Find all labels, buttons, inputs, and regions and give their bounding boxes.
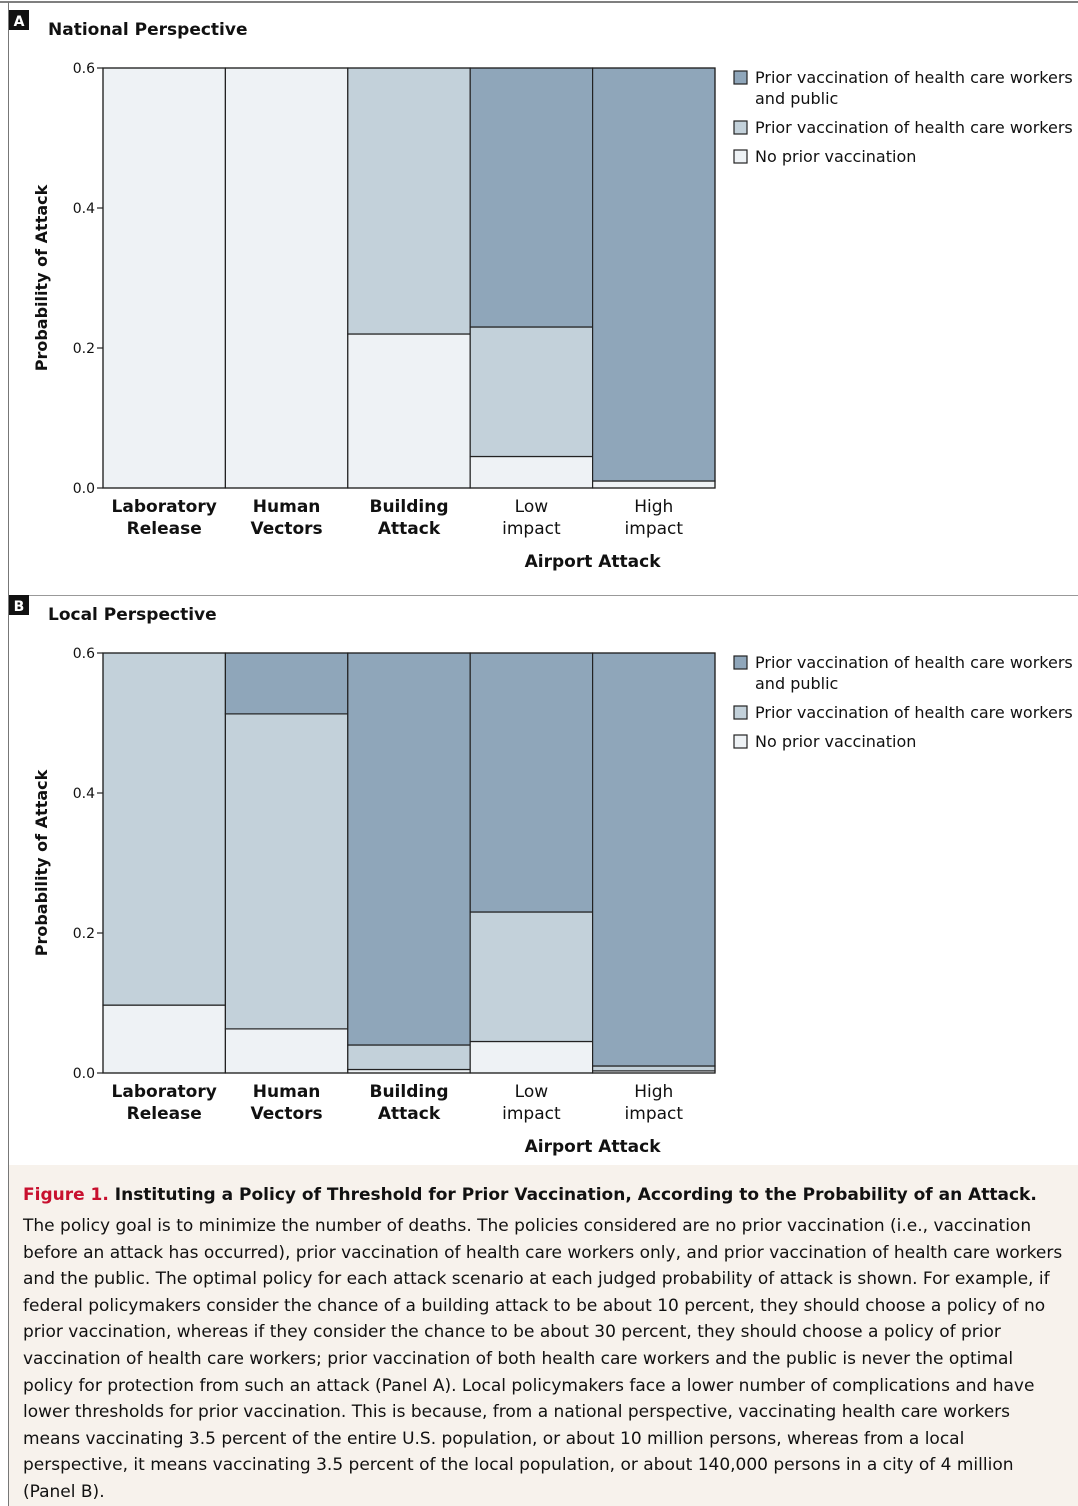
panel-letter: A [14,14,25,30]
x-tick-label: impact [502,1104,561,1124]
y-tick-label: 0.2 [73,926,95,942]
bar-segment [591,67,716,482]
x-group-label: Airport Attack [525,552,662,572]
legend-label: and public [755,89,838,108]
x-tick-label: impact [625,1104,684,1124]
bar-segment [469,326,594,458]
legend-label: Prior vaccination of health care workers [755,118,1073,137]
caption-label: Figure 1. [23,1185,109,1205]
x-tick-label: Low [515,1082,549,1102]
caption-title-text: Instituting a Policy of Threshold for Pr… [108,1185,1037,1205]
bar-segment [469,67,594,328]
bar-segment [591,1065,716,1072]
y-axis-label: Probability of Attack [32,184,51,371]
x-tick-label: High [634,497,673,517]
bar-segment [224,652,349,715]
bar-segment [591,652,716,1067]
x-group-label: Airport Attack [525,1137,662,1157]
x-tick-label: impact [502,519,561,539]
y-tick-label: 0.4 [73,201,95,217]
x-tick-label: Attack [378,519,441,539]
x-tick-label: Release [127,1104,202,1124]
bar-segment [469,911,594,1043]
x-tick-label: Low [515,497,549,517]
x-tick-label: Vectors [251,519,323,539]
legend-swatch [733,120,748,135]
panel-B: B Local Perspective 0.0 0.2 0.4 0.6 Probabilit… [9,595,1073,1157]
bar-segment [469,652,594,913]
x-tick-label: Human [253,497,321,517]
y-tick-label: 0.0 [73,481,95,497]
panel-letter-badge [9,595,29,615]
x-tick-label: Attack [378,1104,441,1124]
y-tick-label: 0.4 [73,786,95,802]
legend-swatch [733,734,748,749]
panel-A: A National Perspective 0.0 0.2 0.4 0.6 Probabi… [9,10,1073,572]
bar-segment [591,480,716,489]
bar-segment [102,1004,227,1074]
bar-segment [102,67,227,489]
bar-segment [224,713,349,1030]
caption-body: The policy goal is to minimize the numbe… [23,1216,1063,1502]
y-axis-label: Probability of Attack [32,769,51,956]
bar-segment [469,455,594,489]
panel-title: National Perspective [48,20,247,40]
legend-swatch [733,705,748,720]
panel-letter-badge [9,10,29,30]
y-tick-label: 0.0 [73,1066,95,1082]
bar-segment [347,1044,471,1071]
bar-segment [347,67,471,335]
legend-swatch [733,149,748,164]
x-tick-label: Laboratory [112,1082,217,1102]
y-tick-label: 0.6 [73,646,95,662]
legend-label: Prior vaccination of health care workers [755,653,1073,672]
x-tick-label: Vectors [251,1104,323,1124]
x-tick-label: Building [370,1082,449,1102]
bar-segment [224,67,349,489]
legend-label: No prior vaccination [755,147,916,166]
y-tick-label: 0.6 [73,61,95,77]
bar-segment [224,1028,349,1074]
bar-segment [347,333,471,489]
caption-title: Figure 1. Instituting a Policy of Thresh… [23,1183,1064,1207]
x-tick-label: impact [625,519,684,539]
x-tick-label: Building [370,497,449,517]
bar-segment [347,652,471,1046]
plot-frame [102,67,716,489]
x-tick-label: Release [127,519,202,539]
legend-label: Prior vaccination of health care workers [755,703,1073,722]
plot-frame [102,652,716,1074]
x-tick-label: Human [253,1082,321,1102]
bar-segment [469,1040,594,1074]
x-tick-label: Laboratory [112,497,217,517]
bar-segment [102,652,227,1006]
panel-title: Local Perspective [48,605,217,625]
panel-letter: B [14,599,25,615]
x-tick-label: High [634,1082,673,1102]
legend-label: Prior vaccination of health care workers [755,68,1073,87]
legend-swatch [733,655,748,670]
legend-label: No prior vaccination [755,732,916,751]
y-tick-label: 0.2 [73,341,95,357]
legend-label: and public [755,674,838,693]
legend-swatch [733,70,748,85]
figure-caption: Figure 1. Instituting a Policy of Thresh… [9,1165,1078,1506]
